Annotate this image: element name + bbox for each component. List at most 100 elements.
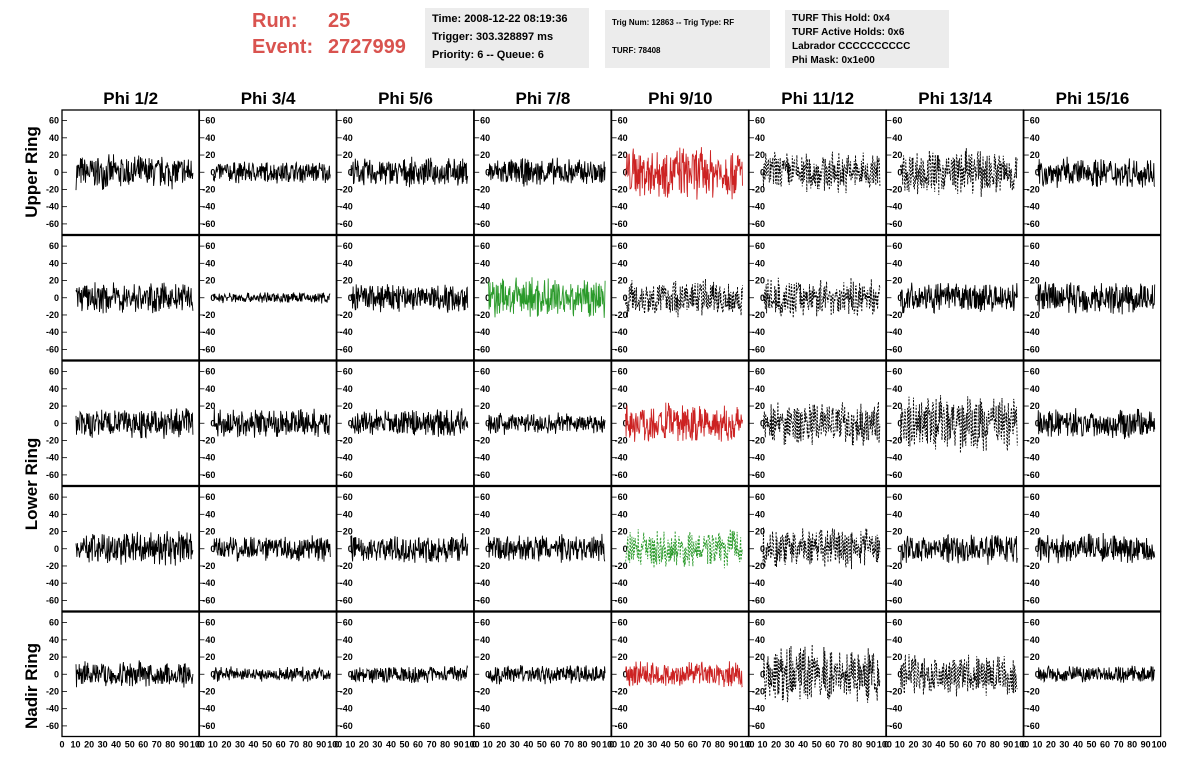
y-tick-label: -20 [477, 184, 490, 194]
y-tick-label: -60 [202, 721, 215, 731]
y-tick-label: 60 [618, 492, 628, 502]
y-tick-label: -20 [889, 686, 902, 696]
trigger-text: Trigger: 303.328897 ms [432, 31, 554, 43]
y-tick-label: 20 [892, 652, 902, 662]
y-tick-label: -40 [1027, 202, 1040, 212]
x-tick-label: 30 [372, 740, 382, 750]
y-tick-label: 60 [49, 116, 59, 126]
y-tick-label: 20 [480, 276, 490, 286]
y-tick-label: 20 [755, 652, 765, 662]
x-tick-label: 0 [472, 740, 477, 750]
y-tick-label: -40 [615, 202, 628, 212]
waveform-trace [762, 401, 881, 446]
x-tick-label: 80 [715, 740, 725, 750]
waveform-trace [487, 277, 606, 318]
turf-hold-box: TURF This Hold: 0x4 TURF Active Holds: 0… [785, 10, 949, 68]
y-tick-label: -20 [889, 561, 902, 571]
x-tick-label: 40 [661, 740, 671, 750]
y-tick-label: 40 [49, 509, 59, 519]
y-tick-label: 0 [54, 418, 59, 428]
y-tick-label: 0 [760, 418, 765, 428]
y-tick-label: 20 [49, 652, 59, 662]
y-tick-label: 40 [205, 258, 215, 268]
run-label: Run: [252, 10, 298, 32]
column-header: Phi 9/10 [648, 89, 712, 108]
y-tick-label: 60 [205, 241, 215, 251]
y-tick-label: -40 [752, 327, 765, 337]
y-tick-label: 0 [897, 293, 902, 303]
row-label: Lower Ring [22, 438, 41, 531]
y-tick-label: 40 [49, 133, 59, 143]
waveform-trace [1037, 408, 1156, 440]
y-tick-label: 0 [210, 418, 215, 428]
column-header: Phi 3/4 [241, 89, 296, 108]
y-tick-label: 40 [892, 133, 902, 143]
y-tick-label: -40 [615, 453, 628, 463]
x-tick-label: 100 [1014, 740, 1029, 750]
y-tick-label: 60 [480, 618, 490, 628]
x-tick-label: 30 [785, 740, 795, 750]
y-tick-label: 0 [1035, 167, 1040, 177]
waveform-trace [1037, 281, 1156, 315]
y-tick-label: 0 [760, 544, 765, 554]
run-value: 25 [328, 10, 351, 32]
waveform-trace [75, 282, 194, 314]
column-header: Phi 13/14 [918, 89, 992, 108]
x-tick-label: 0 [197, 740, 202, 750]
x-tick-label: 100 [190, 740, 205, 750]
y-tick-label: 60 [480, 116, 490, 126]
y-tick-label: -60 [46, 219, 59, 229]
x-tick-label: 100 [877, 740, 892, 750]
y-tick-label: 0 [348, 167, 353, 177]
y-tick-label: -40 [46, 453, 59, 463]
waveform-trace [75, 154, 194, 191]
y-tick-label: 20 [892, 276, 902, 286]
y-tick-label: -20 [1027, 435, 1040, 445]
y-tick-label: 60 [618, 241, 628, 251]
y-tick-label: 20 [205, 276, 215, 286]
row-label: Upper Ring [22, 126, 41, 218]
y-tick-label: -20 [202, 310, 215, 320]
y-tick-label: 0 [1035, 669, 1040, 679]
x-tick-label: 10 [620, 740, 630, 750]
x-tick-label: 70 [839, 740, 849, 750]
y-tick-label: -60 [477, 721, 490, 731]
column-header: Phi 5/6 [378, 89, 433, 108]
x-tick-label: 10 [208, 740, 218, 750]
y-tick-label: -40 [1027, 453, 1040, 463]
x-tick-label: 60 [413, 740, 423, 750]
y-tick-label: 60 [480, 241, 490, 251]
y-tick-label: -20 [752, 310, 765, 320]
x-tick-label: 60 [276, 740, 286, 750]
x-tick-label: 30 [922, 740, 932, 750]
y-tick-label: -40 [615, 327, 628, 337]
x-tick-label: 40 [936, 740, 946, 750]
y-tick-label: -40 [752, 578, 765, 588]
y-tick-label: -60 [46, 721, 59, 731]
y-tick-label: -20 [752, 435, 765, 445]
y-tick-label: -20 [46, 561, 59, 571]
waveform-trace [75, 531, 194, 566]
y-tick-label: 20 [755, 401, 765, 411]
x-tick-label: 90 [316, 740, 326, 750]
y-tick-label: -60 [889, 470, 902, 480]
y-tick-label: 0 [1035, 544, 1040, 554]
x-tick-label: 70 [289, 740, 299, 750]
y-tick-label: 40 [343, 133, 353, 143]
y-tick-label: 20 [618, 401, 628, 411]
y-tick-label: -40 [46, 327, 59, 337]
y-tick-label: -40 [752, 202, 765, 212]
waveform-trace [625, 402, 743, 442]
y-tick-label: -60 [615, 595, 628, 605]
y-tick-label: 40 [49, 258, 59, 268]
turf-active-holds-text: TURF Active Holds: 0x6 [792, 27, 905, 38]
x-tick-label: 40 [386, 740, 396, 750]
y-tick-label: 20 [49, 527, 59, 537]
y-tick-label: 0 [54, 544, 59, 554]
y-tick-label: -60 [46, 470, 59, 480]
y-tick-label: 40 [205, 509, 215, 519]
x-tick-label: 0 [884, 740, 889, 750]
y-tick-label: 40 [892, 509, 902, 519]
y-tick-label: 20 [49, 276, 59, 286]
y-tick-label: 20 [343, 401, 353, 411]
